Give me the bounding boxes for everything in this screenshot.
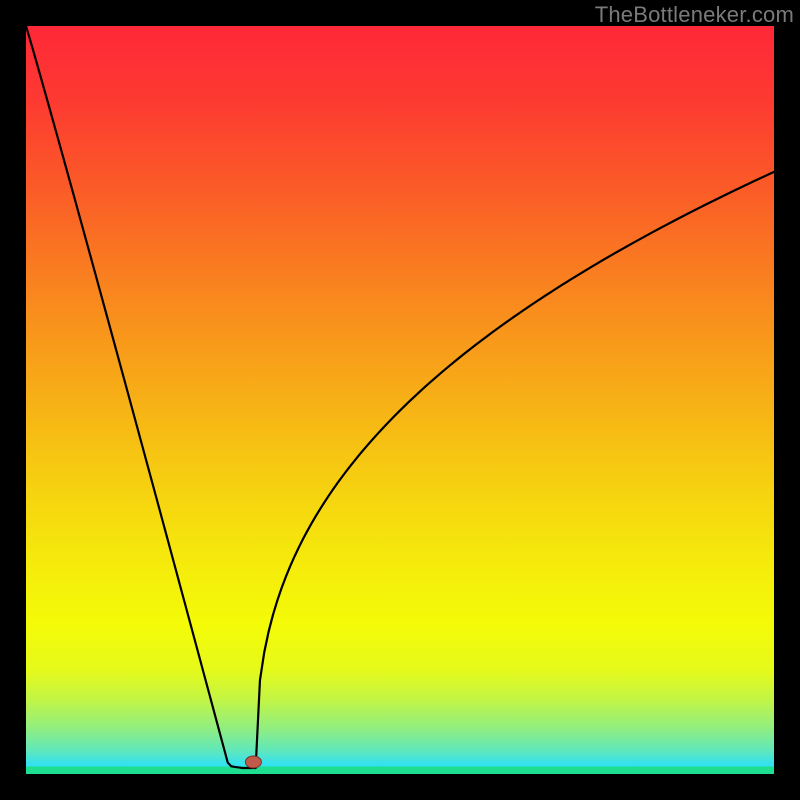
watermark-text: TheBottleneker.com — [595, 2, 794, 28]
bottleneck-chart — [0, 0, 800, 800]
apex-marker — [245, 756, 261, 768]
chart-container: TheBottleneker.com — [0, 0, 800, 800]
plot-gradient-background — [26, 26, 774, 774]
